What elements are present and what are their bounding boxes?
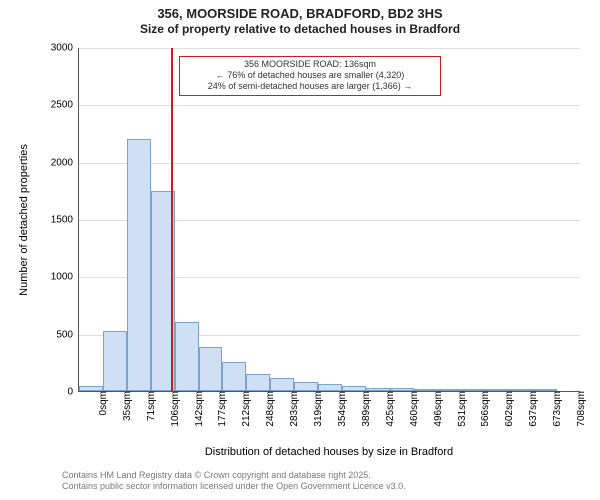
annotation-line: 356 MOORSIDE ROAD: 136sqm xyxy=(182,59,438,70)
y-tick-label: 2000 xyxy=(51,157,79,168)
x-tick-label: 354sqm xyxy=(333,391,348,437)
x-tick-label: 248sqm xyxy=(261,391,276,437)
gridline xyxy=(79,105,580,106)
y-tick-label: 500 xyxy=(56,329,79,340)
y-tick-label: 0 xyxy=(67,387,79,398)
histogram-bar xyxy=(246,374,270,391)
x-tick-label: 0sqm xyxy=(94,391,109,437)
x-tick-label: 71sqm xyxy=(142,391,157,437)
x-tick-label: 566sqm xyxy=(476,391,491,437)
histogram-bar xyxy=(127,139,151,391)
x-tick-label: 319sqm xyxy=(309,391,324,437)
histogram-bar xyxy=(318,384,342,391)
property-marker-line xyxy=(171,48,173,391)
y-axis-label: Number of detached properties xyxy=(18,144,30,296)
chart-title: 356, MOORSIDE ROAD, BRADFORD, BD2 3HS xyxy=(0,0,600,22)
histogram-bar xyxy=(222,362,246,391)
copyright-text: Contains HM Land Registry data © Crown c… xyxy=(62,470,406,493)
x-tick-label: 212sqm xyxy=(237,391,252,437)
x-tick-label: 425sqm xyxy=(381,391,396,437)
x-tick-label: 637sqm xyxy=(524,391,539,437)
x-tick-label: 496sqm xyxy=(429,391,444,437)
y-tick-label: 3000 xyxy=(51,43,79,54)
histogram-bar xyxy=(270,378,294,391)
x-axis-label: Distribution of detached houses by size … xyxy=(205,446,453,458)
x-tick-label: 460sqm xyxy=(405,391,420,437)
gridline xyxy=(79,163,580,164)
plot-area: 0500100015002000250030000sqm35sqm71sqm10… xyxy=(78,48,580,392)
chart-subtitle: Size of property relative to detached ho… xyxy=(0,22,600,36)
x-tick-label: 283sqm xyxy=(285,391,300,437)
y-tick-label: 1500 xyxy=(51,215,79,226)
x-tick-label: 673sqm xyxy=(548,391,563,437)
property-annotation-box: 356 MOORSIDE ROAD: 136sqm← 76% of detach… xyxy=(179,56,441,96)
y-tick-label: 2500 xyxy=(51,100,79,111)
annotation-line: 24% of semi-detached houses are larger (… xyxy=(182,81,438,92)
gridline xyxy=(79,48,580,49)
annotation-line: ← 76% of detached houses are smaller (4,… xyxy=(182,70,438,81)
histogram-bar xyxy=(175,322,199,391)
x-tick-label: 106sqm xyxy=(166,391,181,437)
x-tick-label: 708sqm xyxy=(572,391,587,437)
x-tick-label: 531sqm xyxy=(453,391,468,437)
x-tick-label: 177sqm xyxy=(213,391,228,437)
x-tick-label: 602sqm xyxy=(500,391,515,437)
x-tick-label: 35sqm xyxy=(118,391,133,437)
x-tick-label: 142sqm xyxy=(190,391,205,437)
x-tick-label: 389sqm xyxy=(357,391,372,437)
histogram-bar xyxy=(199,347,223,391)
y-tick-label: 1000 xyxy=(51,272,79,283)
histogram-bar xyxy=(103,331,127,391)
histogram-bar xyxy=(294,382,318,391)
